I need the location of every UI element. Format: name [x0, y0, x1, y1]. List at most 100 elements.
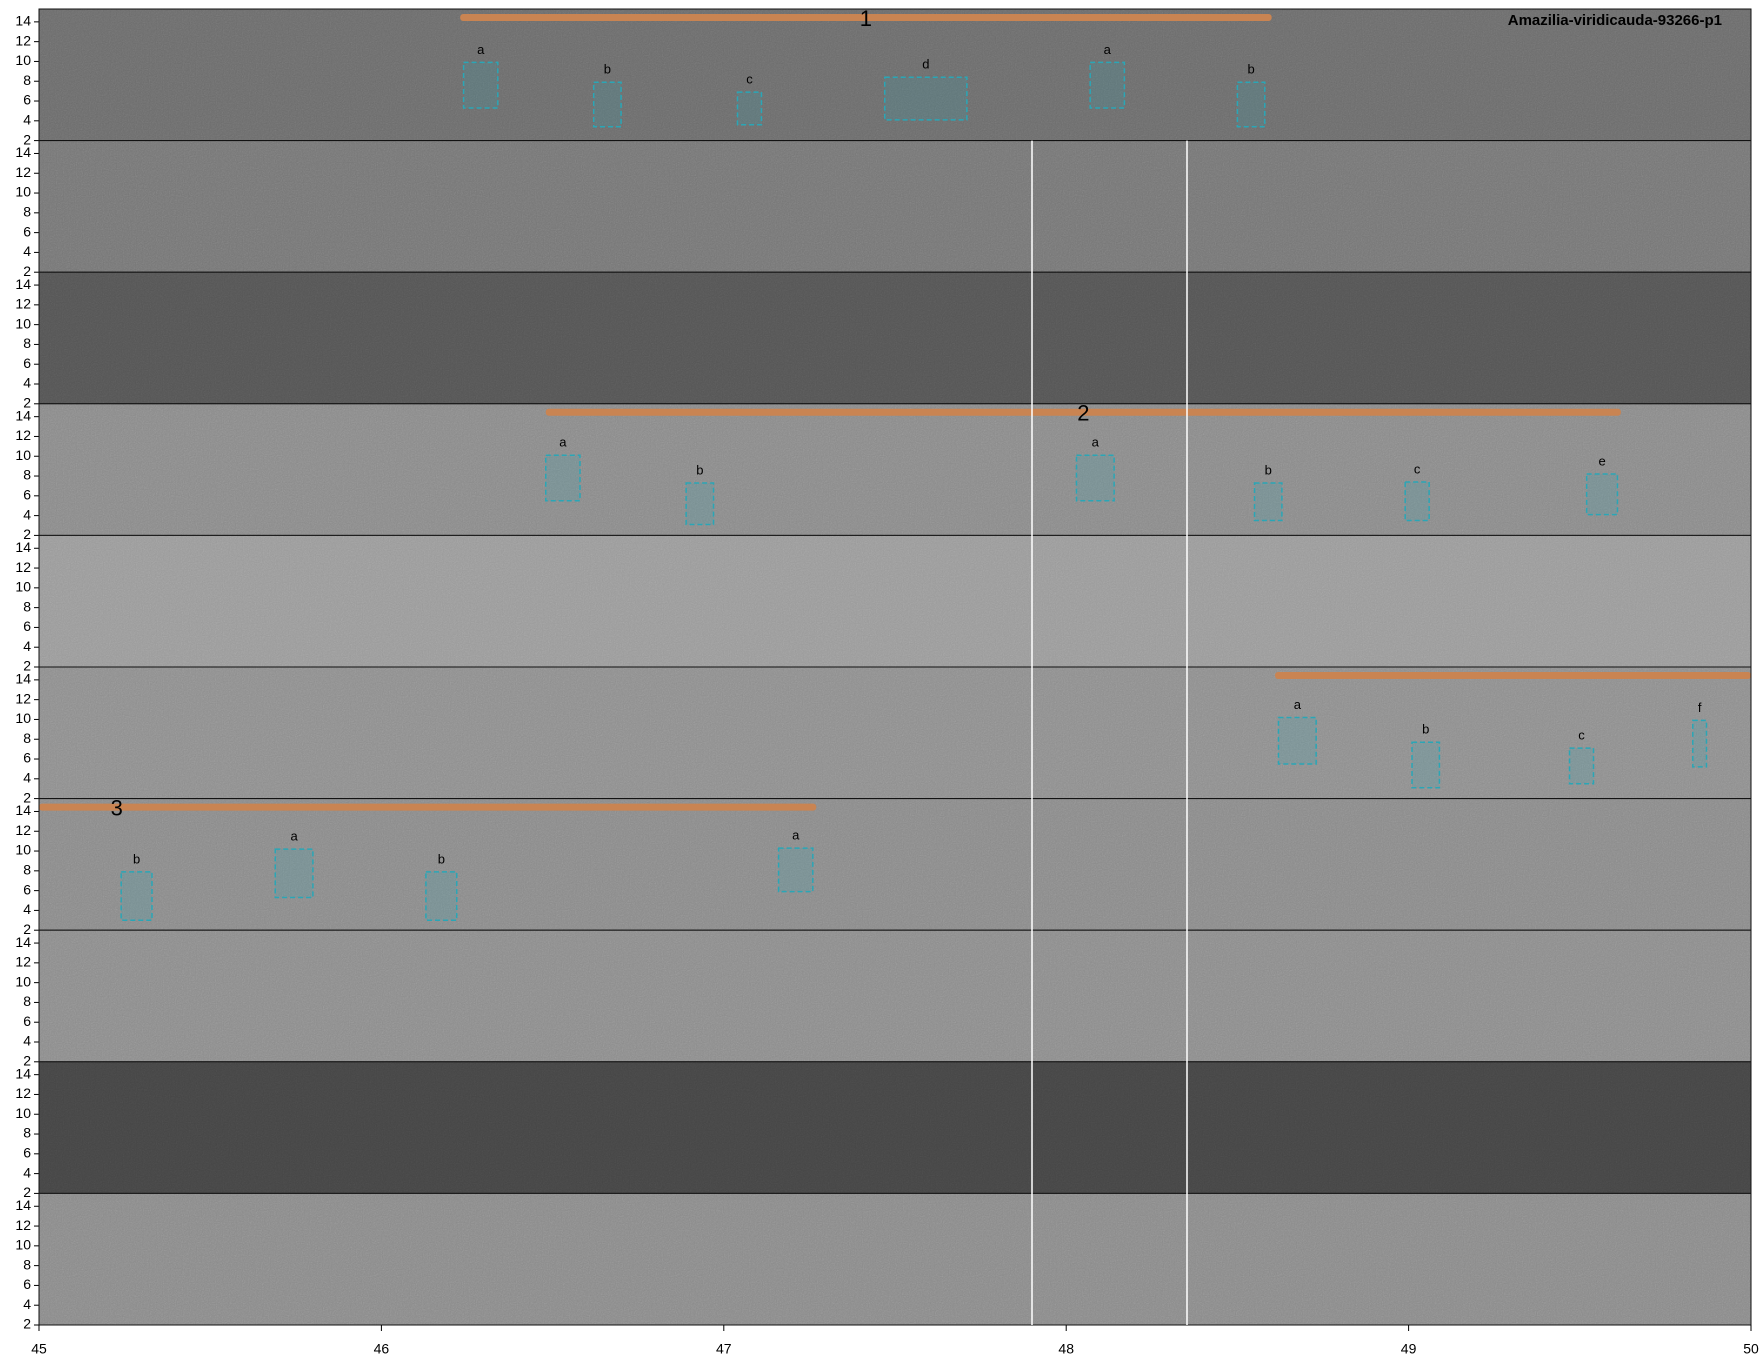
y-tick-label: 4 [23, 1033, 31, 1049]
y-tick-label: 10 [15, 710, 31, 726]
spectrogram-noise [39, 140, 1751, 273]
y-tick-label: 12 [15, 822, 31, 838]
y-tick-label: 14 [15, 539, 31, 555]
y-tick-label: 12 [15, 164, 31, 180]
y-tick-label: 6 [23, 1013, 31, 1029]
syllable-box [883, 76, 968, 121]
syllable-label: b [438, 851, 445, 866]
y-tick-label: 8 [23, 862, 31, 878]
y-tick-label: 8 [23, 598, 31, 614]
y-tick-label: 4 [23, 1164, 31, 1180]
syllable-box [1253, 482, 1283, 522]
y-tick-label: 14 [15, 13, 31, 29]
phrase-bar [39, 803, 817, 811]
y-tick-label: 2 [23, 1053, 31, 1069]
y-tick-label: 14 [15, 671, 31, 687]
y-tick-label: 10 [15, 52, 31, 68]
syllable-label: b [1422, 722, 1429, 737]
y-tick-label: 10 [15, 447, 31, 463]
x-tick-label: 48 [1058, 1341, 1074, 1357]
y-tick-label: 10 [15, 184, 31, 200]
spectrogram-noise [39, 930, 1751, 1062]
phrase-bar [545, 408, 1621, 416]
syllable-box [592, 81, 622, 128]
y-tick-label: 2 [23, 1316, 31, 1332]
y-tick-label: 2 [23, 1184, 31, 1200]
syllable-label: b [696, 462, 703, 477]
y-tick-label: 8 [23, 730, 31, 746]
y-tick-label: 6 [23, 618, 31, 634]
syllable-box [736, 91, 763, 126]
y-tick-label: 14 [15, 802, 31, 818]
phrase-label: 3 [111, 795, 123, 820]
y-tick-label: 2 [23, 658, 31, 674]
y-tick-label: 10 [15, 579, 31, 595]
y-tick-label: 12 [15, 954, 31, 970]
syllable-label: b [604, 62, 611, 77]
syllable-label: c [746, 72, 753, 87]
y-tick-label: 12 [15, 296, 31, 312]
syllable-box [1089, 61, 1126, 109]
syllable-label: f [1698, 700, 1702, 715]
y-tick-label: 12 [15, 1217, 31, 1233]
syllable-box [462, 61, 499, 109]
y-tick-label: 10 [15, 842, 31, 858]
syllable-box [1236, 81, 1266, 128]
chart-title: Amazilia-viridicauda-93266-p1 [1508, 12, 1722, 29]
panel-border [38, 1192, 1752, 1326]
x-tick-label: 49 [1401, 1341, 1417, 1357]
syllable-box [1075, 454, 1115, 502]
phrase-label: 2 [1077, 401, 1089, 426]
y-tick-label: 12 [15, 1085, 31, 1101]
syllable-label: a [1104, 42, 1112, 57]
y-tick-label: 6 [23, 1145, 31, 1161]
y-tick-label: 4 [23, 901, 31, 917]
syllable-label: b [133, 851, 140, 866]
syllable-label: a [792, 828, 800, 843]
y-tick-label: 12 [15, 690, 31, 706]
syllable-label: a [1294, 697, 1302, 712]
y-tick-label: 6 [23, 881, 31, 897]
y-tick-label: 4 [23, 112, 31, 128]
y-tick-label: 2 [23, 395, 31, 411]
y-tick-label: 12 [15, 427, 31, 443]
x-tick-label: 45 [31, 1341, 47, 1357]
y-tick-label: 2 [23, 921, 31, 937]
spectrogram-noise [39, 403, 1751, 536]
x-tick-label: 50 [1743, 1341, 1759, 1357]
y-tick-label: 8 [23, 1125, 31, 1141]
syllable-label: c [1578, 728, 1585, 743]
x-tick-label: 46 [374, 1341, 390, 1357]
spectrogram-noise [39, 667, 1751, 799]
syllable-box [777, 847, 814, 893]
syllable-label: c [1414, 461, 1421, 476]
spectrogram-noise [39, 798, 1751, 931]
y-tick-label: 4 [23, 770, 31, 786]
y-tick-label: 8 [23, 1256, 31, 1272]
y-tick-label: 2 [23, 789, 31, 805]
syllable-box [1404, 481, 1430, 522]
y-tick-label: 10 [15, 1237, 31, 1253]
spectrogram-noise [39, 1061, 1751, 1194]
phrase-bar [1275, 672, 1751, 679]
y-tick-label: 8 [23, 467, 31, 483]
spectrogram-noise [39, 535, 1751, 667]
y-tick-label: 6 [23, 1276, 31, 1292]
y-tick-label: 2 [23, 263, 31, 279]
syllable-box [685, 482, 715, 526]
x-tick-label: 47 [716, 1341, 732, 1357]
syllable-label: e [1598, 453, 1605, 468]
y-tick-label: 8 [23, 204, 31, 220]
phrase-label: 1 [860, 6, 872, 31]
syllable-label: a [559, 435, 567, 450]
y-tick-label: 2 [23, 526, 31, 542]
phrase-bar [460, 14, 1272, 21]
y-tick-label: 14 [15, 144, 31, 160]
y-tick-label: 10 [15, 973, 31, 989]
y-tick-label: 6 [23, 750, 31, 766]
y-tick-label: 4 [23, 375, 31, 391]
y-tick-label: 6 [23, 355, 31, 371]
syllable-box [274, 848, 314, 899]
